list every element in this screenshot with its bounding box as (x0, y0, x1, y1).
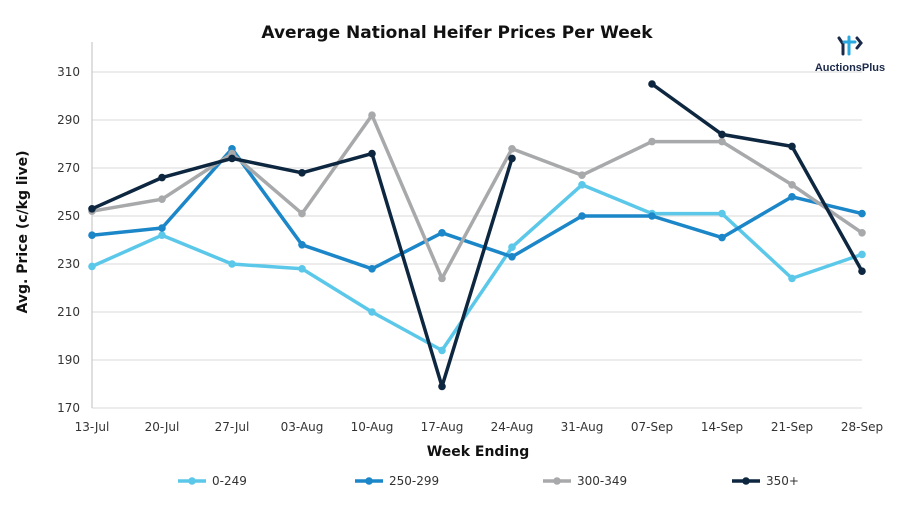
x-tick-label: 21-Sep (771, 420, 813, 434)
data-point (648, 137, 656, 146)
data-point (858, 209, 866, 218)
y-tick-label: 290 (57, 113, 80, 127)
auctionsplus-mark-icon (837, 35, 863, 56)
data-point (718, 137, 726, 146)
data-point (508, 252, 516, 261)
legend-marker (365, 477, 373, 485)
data-point (648, 80, 656, 88)
data-point (508, 154, 516, 163)
legend-label: 300-349 (577, 474, 627, 488)
data-point (298, 169, 306, 177)
data-point (368, 149, 376, 158)
data-point (368, 265, 376, 273)
y-tick-label: 250 (57, 209, 80, 223)
legend-item: 250-299 (355, 474, 439, 488)
x-axis-label: Week Ending (427, 444, 529, 460)
data-point (718, 233, 726, 242)
data-point (788, 193, 796, 201)
x-tick-label: 31-Aug (561, 420, 604, 434)
data-point (858, 267, 866, 276)
data-point (298, 209, 306, 218)
data-point (438, 229, 446, 237)
data-point (858, 250, 866, 259)
data-point (368, 308, 376, 316)
data-point (578, 181, 586, 189)
data-point (88, 231, 96, 239)
data-point (298, 265, 306, 273)
data-point (158, 224, 166, 232)
legend: 0-249 250-299 300-349 350+ (178, 474, 799, 488)
y-axis-label: Avg. Price (c/kg live) (15, 151, 31, 314)
auctionsplus-logo: AuctionsPlus (805, 34, 895, 74)
data-point (158, 231, 166, 239)
legend-label: 350+ (766, 474, 799, 488)
data-point (298, 241, 306, 249)
data-point (718, 130, 726, 139)
y-tick-label: 310 (57, 65, 80, 79)
legend-marker (742, 477, 750, 485)
data-point (158, 195, 166, 203)
x-tick-label: 28-Sep (841, 420, 883, 434)
data-point (438, 274, 446, 283)
legend-label: 0-249 (212, 474, 247, 488)
data-point (788, 181, 796, 189)
data-point (578, 212, 586, 220)
data-point (438, 346, 446, 355)
chart-title: Average National Heifer Prices Per Week (261, 23, 653, 43)
x-tick-label: 20-Jul (145, 420, 180, 434)
data-point (788, 142, 796, 151)
data-point (158, 173, 166, 182)
data-point (508, 243, 516, 251)
x-tick-label: 14-Sep (701, 420, 743, 434)
legend-marker (553, 477, 561, 485)
y-tick-label: 230 (57, 257, 80, 271)
legend-item: 350+ (732, 474, 799, 488)
plot-area (88, 80, 866, 391)
series-line (650, 82, 864, 273)
legend-item: 300-349 (543, 474, 627, 488)
series-line (90, 183, 864, 353)
data-point (228, 154, 236, 163)
data-point (228, 260, 236, 268)
y-tick-label: 190 (57, 353, 80, 367)
y-axis-ticks: 170 190 210 230 250 270 290 310 (57, 65, 80, 415)
x-axis-ticks: 13-Jul 20-Jul 27-Jul 03-Aug 10-Aug 17-Aug 24-A… (75, 420, 883, 434)
series-300-349 (88, 111, 866, 283)
data-point (368, 111, 376, 119)
x-tick-label: 07-Sep (631, 420, 673, 434)
data-point (88, 205, 96, 213)
y-tick-label: 210 (57, 305, 80, 319)
data-point (858, 229, 866, 237)
x-tick-label: 13-Jul (75, 420, 110, 434)
x-tick-label: 27-Jul (215, 420, 250, 434)
data-point (438, 382, 446, 391)
data-point (648, 212, 656, 220)
y-tick-label: 170 (57, 401, 80, 415)
x-tick-label: 24-Aug (491, 420, 534, 434)
data-point (788, 274, 796, 283)
legend-label: 250-299 (389, 474, 439, 488)
brand-name: AuctionsPlus (814, 62, 886, 74)
x-tick-label: 03-Aug (281, 420, 324, 434)
data-point (578, 171, 586, 179)
data-point (508, 145, 516, 153)
x-tick-label: 10-Aug (351, 420, 394, 434)
y-tick-label: 270 (57, 161, 80, 175)
series-350+ (88, 80, 866, 391)
data-point (88, 262, 96, 271)
legend-marker (188, 477, 196, 485)
x-tick-label: 17-Aug (421, 420, 464, 434)
data-point (718, 209, 726, 218)
legend-item: 0-249 (178, 474, 247, 488)
